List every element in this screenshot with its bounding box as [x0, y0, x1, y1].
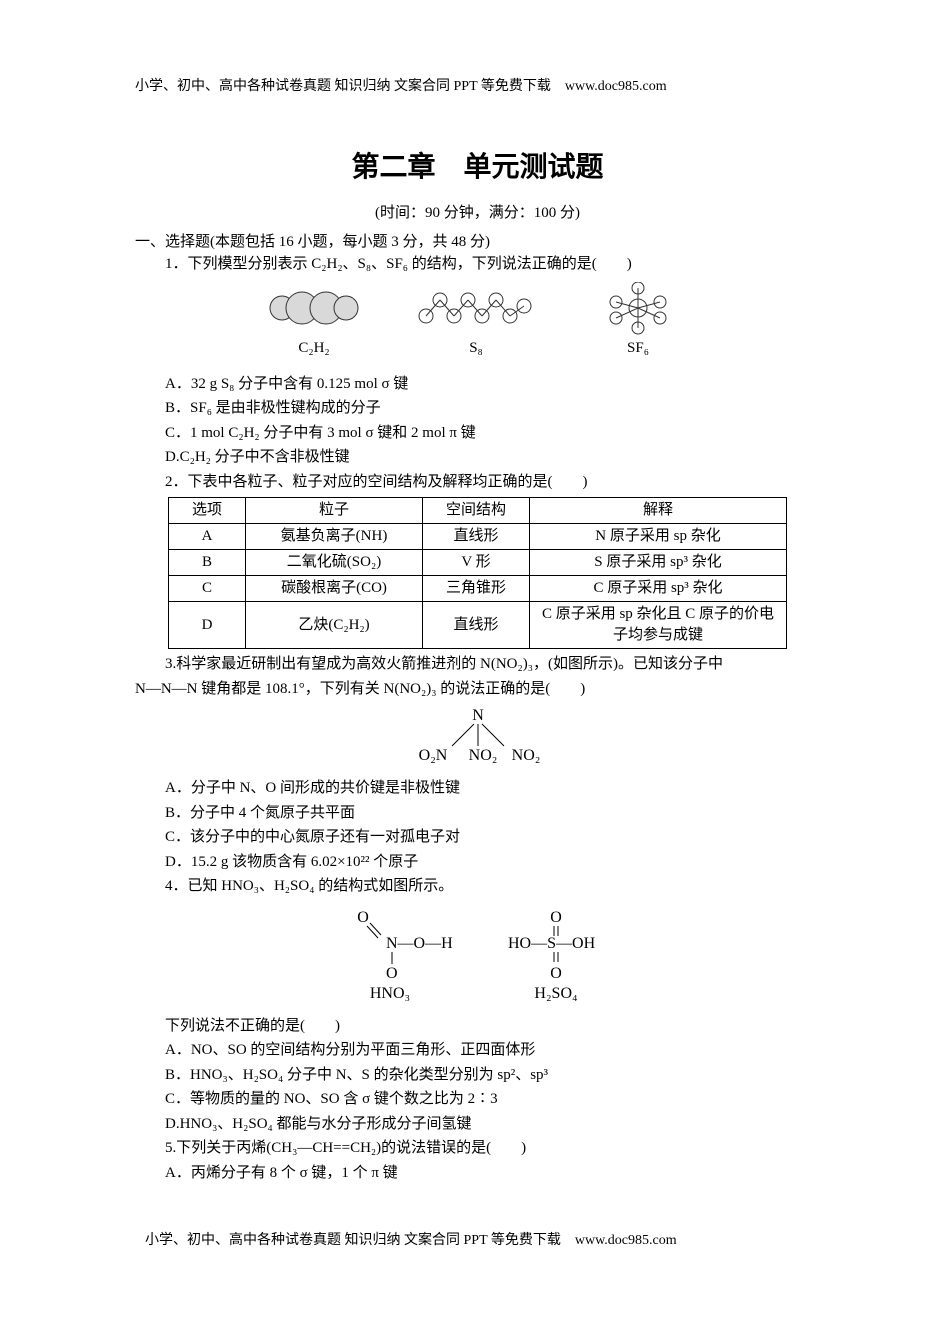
svg-text:N: N [472, 707, 484, 724]
q3-figure: N O₂N NO₂ NO₂ [135, 706, 820, 771]
svg-text:NO₂: NO₂ [511, 747, 540, 764]
cell: 乙炔(C₂H₂) [246, 602, 423, 649]
q3-C: C．该分子中的中心氮原子还有一对孤电子对 [135, 826, 820, 849]
cell: D [169, 602, 246, 649]
svg-text:H₂SO₄: H₂SO₄ [534, 985, 578, 1002]
svg-text:O: O [550, 965, 562, 982]
q4-A: A．NO、SO 的空间结构分别为平面三角形、正四面体形 [135, 1039, 820, 1062]
q1-C: C．1 mol C₂H₂ 分子中有 3 mol σ 键和 2 mol π 键 [135, 422, 820, 445]
q4-D: D.HNO₃、H₂SO₄ 都能与水分子形成分子间氢键 [135, 1113, 820, 1136]
cell: 直线形 [423, 602, 530, 649]
th-explain: 解释 [530, 498, 787, 524]
svg-text:N—O—H: N—O—H [386, 935, 453, 952]
q4-post: 下列说法不正确的是( ) [135, 1015, 820, 1038]
q3-stem-a: 3.科学家最近研制出有望成为高效火箭推进剂的 N(NO₂)₃，(如图所示)。已知… [135, 653, 820, 676]
svg-text:O₂N: O₂N [418, 747, 447, 764]
q1-D: D.C₂H₂ 分子中不含非极性键 [135, 446, 820, 469]
label-c2h2: C₂H₂ [298, 340, 329, 356]
cell: C 原子采用 sp 杂化且 C 原子的价电子均参与成键 [530, 602, 787, 649]
cell: 三角锥形 [423, 576, 530, 602]
svg-text:O: O [357, 909, 369, 926]
cell: 碳酸根离子(CO) [246, 576, 423, 602]
section-1-head: 一、选择题(本题包括 16 小题，每小题 3 分，共 48 分) [135, 230, 820, 251]
th-option: 选项 [169, 498, 246, 524]
q3-A: A．分子中 N、O 间形成的共价键是非极性键 [135, 777, 820, 800]
th-shape: 空间结构 [423, 498, 530, 524]
q3-B: B．分子中 4 个氮原子共平面 [135, 802, 820, 825]
q3-D: D．15.2 g 该物质含有 6.02×10²² 个原子 [135, 851, 820, 874]
q1-stem: 1．下列模型分别表示 C₂H₂、S₈、SF₆ 的结构，下列说法正确的是( ) [135, 253, 820, 276]
chapter-title: 第二章 单元测试题 [135, 145, 820, 185]
header-note: 小学、初中、高中各种试卷真题 知识归纳 文案合同 PPT 等免费下载 www.d… [135, 75, 820, 95]
q1-B: B．SF₆ 是由非极性键构成的分子 [135, 397, 820, 420]
cell: S 原子采用 sp³ 杂化 [530, 550, 787, 576]
acids-svg: O N—O—H O HNO₃ O HO—S—OH O H₂SO₄ [308, 904, 648, 1004]
q4-C: C．等物质的量的 NO、SO 含 σ 键个数之比为 2∶3 [135, 1088, 820, 1111]
label-sf6: SF₆ [627, 340, 649, 356]
cell: C [169, 576, 246, 602]
svg-text:HO—S—OH: HO—S—OH [508, 935, 596, 952]
q4-B: B．HNO₃、H₂SO₄ 分子中 N、S 的杂化类型分别为 sp²、sp³ [135, 1064, 820, 1087]
exam-info: (时间：90 分钟，满分：100 分) [135, 201, 820, 222]
th-particle: 粒子 [246, 498, 423, 524]
q4-stem: 4．已知 HNO₃、H₂SO₄ 的结构式如图所示。 [135, 875, 820, 898]
q1-figure: C₂H₂ S₈ [135, 282, 820, 367]
svg-text:NO₂: NO₂ [468, 747, 497, 764]
cell: C 原子采用 sp³ 杂化 [530, 576, 787, 602]
cell: 直线形 [423, 524, 530, 550]
cell: N 原子采用 sp 杂化 [530, 524, 787, 550]
cell: A [169, 524, 246, 550]
cell: 二氧化硫(SO₂) [246, 550, 423, 576]
q4-figure: O N—O—H O HNO₃ O HO—S—OH O H₂SO₄ [135, 904, 820, 1009]
svg-text:HNO₃: HNO₃ [369, 985, 409, 1002]
molecule-models-svg: C₂H₂ S₈ [248, 282, 708, 362]
footer-note: 小学、初中、高中各种试卷真题 知识归纳 文案合同 PPT 等免费下载 www.d… [145, 1229, 677, 1249]
svg-text:O: O [386, 965, 398, 982]
q2-stem: 2．下表中各粒子、粒子对应的空间结构及解释均正确的是( ) [135, 471, 820, 494]
q5-A: A．丙烯分子有 8 个 σ 键，1 个 π 键 [135, 1162, 820, 1185]
page: 小学、初中、高中各种试卷真题 知识归纳 文案合同 PPT 等免费下载 www.d… [0, 0, 950, 1344]
q3-stem-b: N—N—N 键角都是 108.1°，下列有关 N(NO₂)₃ 的说法正确的是( … [135, 678, 820, 701]
label-s8: S₈ [469, 340, 483, 356]
cell: 氨基负离子(NH) [246, 524, 423, 550]
svg-text:O: O [550, 909, 562, 926]
cell: B [169, 550, 246, 576]
cell: V 形 [423, 550, 530, 576]
nno2-svg: N O₂N NO₂ NO₂ [388, 706, 568, 766]
q5-stem: 5.下列关于丙烯(CH₃—CH==CH₂)的说法错误的是( ) [135, 1137, 820, 1160]
q1-A: A．32 g S₈ 分子中含有 0.125 mol σ 键 [135, 373, 820, 396]
q2-table: 选项 粒子 空间结构 解释 A 氨基负离子(NH) 直线形 N 原子采用 sp … [168, 497, 787, 649]
